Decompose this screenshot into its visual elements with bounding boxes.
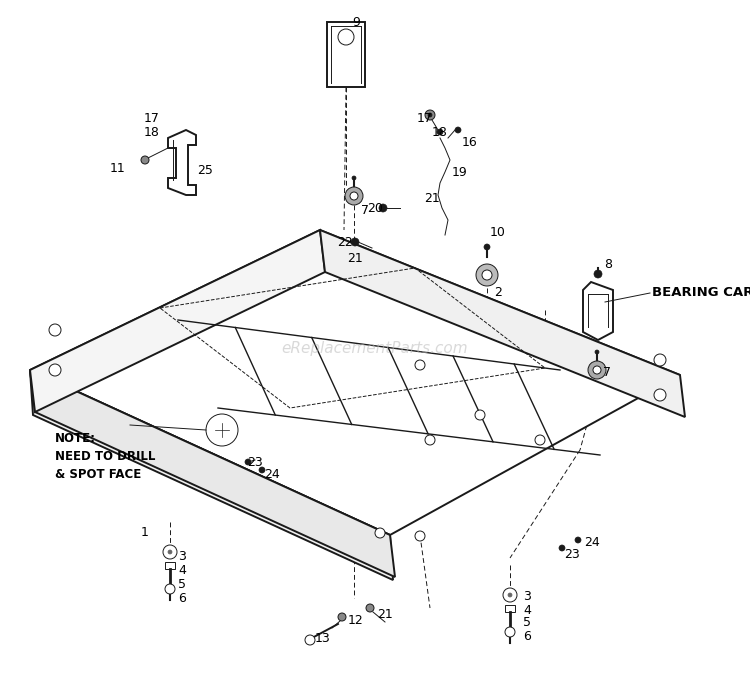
Circle shape <box>366 604 374 612</box>
Polygon shape <box>583 282 613 340</box>
Circle shape <box>350 192 358 200</box>
Polygon shape <box>30 230 680 535</box>
Circle shape <box>503 588 517 602</box>
Polygon shape <box>168 130 196 195</box>
Circle shape <box>559 545 565 551</box>
Text: 7: 7 <box>603 367 611 380</box>
Text: 6: 6 <box>178 593 186 606</box>
Circle shape <box>654 354 666 366</box>
Circle shape <box>379 204 387 212</box>
Text: 10: 10 <box>490 227 506 240</box>
Circle shape <box>375 528 385 538</box>
Circle shape <box>588 361 606 379</box>
Text: 18: 18 <box>144 127 160 139</box>
Circle shape <box>595 350 599 354</box>
Circle shape <box>594 270 602 278</box>
Circle shape <box>654 389 666 401</box>
Circle shape <box>482 270 492 280</box>
Polygon shape <box>505 605 515 612</box>
Circle shape <box>593 366 601 374</box>
Circle shape <box>141 156 149 164</box>
Circle shape <box>245 459 251 465</box>
Polygon shape <box>30 370 393 580</box>
Circle shape <box>163 545 177 559</box>
Text: 24: 24 <box>264 468 280 482</box>
Text: 7: 7 <box>361 204 369 216</box>
Text: 8: 8 <box>604 258 612 272</box>
Text: 4: 4 <box>178 565 186 577</box>
Circle shape <box>351 238 359 246</box>
Text: 6: 6 <box>523 629 531 642</box>
Circle shape <box>425 435 435 445</box>
Circle shape <box>259 467 265 473</box>
Text: 22: 22 <box>338 236 352 249</box>
Circle shape <box>484 244 490 250</box>
Circle shape <box>508 593 512 597</box>
Circle shape <box>49 364 61 376</box>
Text: 18: 18 <box>432 127 448 139</box>
Polygon shape <box>30 370 395 577</box>
Text: 25: 25 <box>197 164 213 177</box>
Text: 13: 13 <box>315 631 331 644</box>
Circle shape <box>345 187 363 205</box>
Text: 2: 2 <box>494 286 502 299</box>
Text: 12: 12 <box>348 613 364 626</box>
Text: 5: 5 <box>523 617 531 629</box>
Text: NOTE:
NEED TO DRILL
& SPOT FACE: NOTE: NEED TO DRILL & SPOT FACE <box>55 432 155 481</box>
Text: 23: 23 <box>564 548 580 561</box>
Text: 21: 21 <box>424 191 439 204</box>
Polygon shape <box>165 562 175 569</box>
Circle shape <box>352 176 356 180</box>
Circle shape <box>505 627 515 637</box>
Text: 9: 9 <box>352 17 360 30</box>
Circle shape <box>476 264 498 286</box>
Circle shape <box>428 113 432 117</box>
Circle shape <box>535 435 545 445</box>
Polygon shape <box>320 230 685 417</box>
Text: 1: 1 <box>141 527 149 539</box>
Circle shape <box>475 410 485 420</box>
Text: BEARING CARRIER: BEARING CARRIER <box>652 286 750 299</box>
Text: 16: 16 <box>462 137 478 150</box>
Text: 24: 24 <box>584 536 600 548</box>
Text: 11: 11 <box>110 161 126 175</box>
Polygon shape <box>327 22 365 87</box>
Text: 5: 5 <box>178 579 186 592</box>
Text: 3: 3 <box>523 590 531 604</box>
Circle shape <box>338 613 346 621</box>
Text: 21: 21 <box>377 608 393 622</box>
Circle shape <box>575 537 581 543</box>
Text: 3: 3 <box>178 550 186 563</box>
Text: 19: 19 <box>452 166 468 179</box>
Circle shape <box>165 584 175 594</box>
Text: 17: 17 <box>144 112 160 125</box>
Text: 17: 17 <box>417 112 433 125</box>
Circle shape <box>338 29 354 45</box>
Circle shape <box>168 550 172 554</box>
Circle shape <box>437 129 443 135</box>
Polygon shape <box>30 230 325 412</box>
Circle shape <box>455 127 461 133</box>
Text: 4: 4 <box>523 604 531 617</box>
Circle shape <box>415 531 425 541</box>
Text: 21: 21 <box>347 252 363 265</box>
Circle shape <box>49 324 61 336</box>
Text: eReplacementParts.com: eReplacementParts.com <box>282 340 468 356</box>
Circle shape <box>305 635 315 645</box>
Text: 20: 20 <box>367 202 383 215</box>
Circle shape <box>415 360 425 370</box>
Text: 23: 23 <box>248 455 262 468</box>
Circle shape <box>425 110 435 120</box>
